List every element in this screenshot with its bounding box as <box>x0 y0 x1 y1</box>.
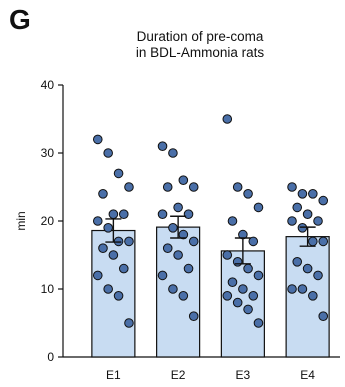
y-tick-label: 30 <box>41 146 55 160</box>
bar-e4 <box>285 236 330 358</box>
data-point <box>287 182 297 192</box>
data-point <box>124 182 134 192</box>
data-point <box>297 189 308 199</box>
data-point <box>248 236 259 247</box>
data-point <box>183 209 194 219</box>
x-tick-label: E1 <box>106 368 121 382</box>
data-point <box>173 250 183 260</box>
data-point <box>113 291 124 301</box>
data-point <box>243 304 253 315</box>
data-point <box>232 297 243 308</box>
data-point <box>227 216 238 226</box>
data-point <box>92 134 103 145</box>
panel-letter: G <box>9 4 31 35</box>
data-point <box>318 236 329 247</box>
data-point <box>168 148 178 158</box>
data-point <box>302 263 313 274</box>
data-point <box>227 277 238 288</box>
data-point <box>308 189 318 199</box>
data-point <box>188 311 199 322</box>
data-point <box>168 284 178 294</box>
data-point <box>222 291 233 301</box>
data-point <box>243 189 253 199</box>
data-point <box>92 270 103 281</box>
data-point <box>302 209 313 219</box>
data-point <box>168 223 178 233</box>
x-tick-label: E3 <box>236 368 251 382</box>
data-point <box>118 209 129 219</box>
data-point <box>92 216 103 226</box>
data-point <box>287 284 297 294</box>
y-tick-label: 0 <box>47 350 54 364</box>
data-point <box>118 263 129 274</box>
data-point <box>162 182 173 192</box>
data-point <box>313 216 323 226</box>
data-point <box>222 250 233 260</box>
data-point <box>232 182 243 192</box>
data-point <box>178 291 189 301</box>
data-point <box>162 243 173 253</box>
data-point <box>124 236 134 247</box>
data-point <box>308 236 318 247</box>
data-point <box>108 209 119 219</box>
data-point <box>318 195 329 206</box>
y-tick-label: 10 <box>41 282 55 296</box>
data-point <box>243 263 253 274</box>
data-point <box>232 257 243 267</box>
data-point <box>297 284 308 294</box>
data-point <box>108 250 119 260</box>
data-point <box>308 291 318 301</box>
data-point <box>222 114 233 124</box>
data-point <box>178 229 189 240</box>
data-point <box>318 311 329 322</box>
data-point <box>103 223 113 233</box>
data-point <box>253 318 264 328</box>
x-tick-label: E4 <box>300 368 315 382</box>
bar-e2 <box>156 226 201 358</box>
data-point <box>253 270 264 281</box>
data-point <box>113 168 124 179</box>
x-tick-label: E2 <box>171 368 186 382</box>
data-point <box>178 175 189 185</box>
data-point <box>183 263 194 274</box>
chart-title-line-2: in BDL-Ammonia rats <box>135 45 265 60</box>
data-point <box>157 209 168 219</box>
data-point <box>287 216 297 226</box>
y-tick-label: 40 <box>41 78 55 92</box>
data-point <box>157 141 168 151</box>
data-point <box>98 189 108 199</box>
data-point <box>103 284 113 294</box>
data-point <box>157 270 168 281</box>
data-point <box>248 291 259 301</box>
data-point <box>173 202 183 213</box>
bar-e1 <box>91 229 136 358</box>
data-point <box>188 236 199 247</box>
data-point <box>292 202 303 213</box>
y-axis-label: min <box>14 211 28 230</box>
bar-e3 <box>220 250 265 358</box>
data-point <box>313 270 323 281</box>
data-point <box>188 182 199 192</box>
data-point <box>98 243 108 253</box>
data-point <box>238 284 248 294</box>
data-point <box>124 318 134 328</box>
y-tick-label: 20 <box>41 214 55 228</box>
data-point <box>253 202 264 213</box>
data-point <box>103 148 113 158</box>
chart-title-line-1: Duration of pre-coma <box>136 29 264 44</box>
data-point <box>292 257 303 267</box>
